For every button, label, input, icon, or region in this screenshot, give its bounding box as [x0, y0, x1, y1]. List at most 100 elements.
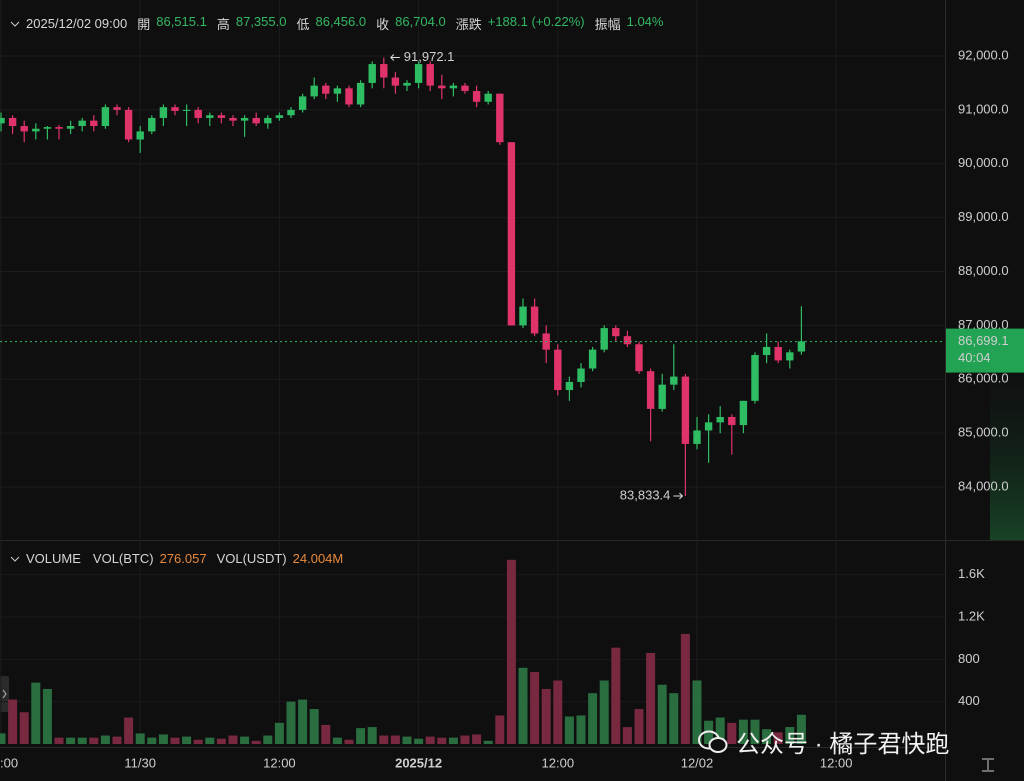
- volume-header: VOLUME VOL(BTC) 276.057 VOL(USDT) 24.004M: [10, 551, 347, 566]
- price-header: 2025/12/02 09:00 開 86,515.1 高 87,355.0 低 86,4…: [10, 14, 667, 33]
- candle-body: [0, 117, 5, 124]
- candle-body: [113, 107, 121, 110]
- side-tab[interactable]: [0, 676, 9, 712]
- volume-bar: [274, 722, 284, 744]
- candle-body: [217, 115, 226, 118]
- volume-bar: [263, 735, 273, 744]
- volume-bar: [704, 720, 714, 744]
- last-price-label: 86,699.1: [958, 333, 1009, 348]
- volume-info-label: VOL(USDT): [216, 551, 287, 566]
- watermark-icon: [698, 730, 728, 753]
- volume-bar: [518, 667, 528, 744]
- volume-bar: [622, 727, 632, 744]
- candle-body: [229, 117, 237, 121]
- volume-bar: [692, 680, 702, 744]
- volume-bar: [646, 652, 656, 744]
- x-tick-label: 2025/12: [395, 755, 442, 770]
- annotation: 83,833.4: [620, 487, 671, 502]
- candle-body: [380, 64, 388, 78]
- volume-bar: [379, 735, 389, 744]
- volume-bar: [750, 719, 760, 744]
- candle-body: [739, 400, 748, 426]
- collapse-icon[interactable]: [10, 554, 20, 564]
- volume-info-label: VOL(BTC): [92, 551, 154, 566]
- last-price-box: [946, 328, 1024, 373]
- candle-body: [507, 142, 516, 326]
- candle-body: [472, 91, 481, 102]
- volume-bar: [738, 719, 748, 744]
- volume-bar: [251, 740, 261, 744]
- x-tick-label: 11/30: [124, 755, 156, 770]
- candle-body: [171, 107, 179, 111]
- volume-bar: [785, 727, 795, 744]
- annotation-arrow: [673, 492, 684, 500]
- candle-body: [368, 64, 376, 83]
- volume-bar: [773, 732, 783, 744]
- volume-title: VOLUME: [26, 551, 81, 566]
- info-value: +188.1 (+0.22%): [487, 14, 585, 29]
- candle-body: [194, 109, 202, 118]
- candle-body: [496, 93, 504, 143]
- volume-bar: [77, 737, 87, 744]
- candle-body: [182, 109, 191, 111]
- x-tick-label: :00: [0, 755, 18, 770]
- x-tick-label: 12/02: [681, 755, 714, 770]
- volume-bar: [576, 715, 586, 744]
- watermark-text: 公众号 · 橘子君快跑: [736, 731, 950, 758]
- y-tick-label: 92,000.0: [958, 47, 1009, 62]
- scale-icon[interactable]: [982, 758, 994, 772]
- candle-body: [751, 355, 759, 401]
- x-tick-label: 12:00: [542, 755, 575, 770]
- candle-body: [554, 349, 562, 391]
- volume-bar: [205, 737, 215, 744]
- volume-bar: [460, 735, 470, 744]
- collapse-icon[interactable]: [10, 19, 20, 29]
- volume-bar: [158, 734, 168, 744]
- candle-body: [762, 346, 771, 356]
- volume-bar: [298, 699, 308, 744]
- volume-bar: [402, 736, 412, 744]
- volume-bar: [495, 715, 505, 744]
- volume-bar: [124, 717, 134, 744]
- volume-bar: [588, 693, 598, 744]
- volume-bar: [483, 740, 493, 744]
- volume-bar: [356, 728, 366, 744]
- side-tab-icon: [2, 689, 7, 699]
- candle-body: [403, 82, 411, 86]
- info-label: 低: [296, 17, 310, 32]
- volume-tick-label: 1.2K: [958, 608, 985, 623]
- volume-info-value: 276.057: [159, 551, 207, 566]
- candle-body: [623, 336, 632, 345]
- y-tick-label: 88,000.0: [958, 263, 1009, 278]
- candle-body: [322, 85, 330, 94]
- info-label: 振幅: [594, 17, 621, 32]
- candle-body: [716, 416, 724, 423]
- volume-bar: [135, 733, 145, 744]
- volume-bar: [414, 738, 424, 744]
- candle-body: [345, 88, 353, 105]
- info-label: 高: [216, 17, 230, 32]
- candle-body: [519, 306, 527, 326]
- y-tick-label: 84,000.0: [958, 478, 1009, 493]
- volume-bar: [541, 688, 551, 744]
- candle-body: [66, 126, 75, 129]
- volume-bar: [216, 738, 226, 744]
- volume-bar: [0, 733, 6, 744]
- candle-body: [600, 328, 608, 350]
- volume-bar: [286, 701, 296, 744]
- info-value: 86,456.0: [315, 14, 367, 29]
- candle-body: [693, 430, 701, 444]
- volume-bar: [54, 737, 64, 744]
- volume-bar: [170, 737, 180, 744]
- candle-body: [124, 109, 133, 140]
- candle-body: [55, 127, 63, 129]
- volume-bar: [680, 633, 690, 744]
- candle-body: [635, 344, 643, 372]
- candle-body: [728, 416, 736, 426]
- volume-bar: [147, 737, 157, 744]
- volume-bar: [425, 736, 435, 744]
- info-label: 收: [376, 17, 390, 32]
- volume-bar: [599, 680, 609, 744]
- watermark: 公众号 · 橘子君快跑: [698, 724, 949, 759]
